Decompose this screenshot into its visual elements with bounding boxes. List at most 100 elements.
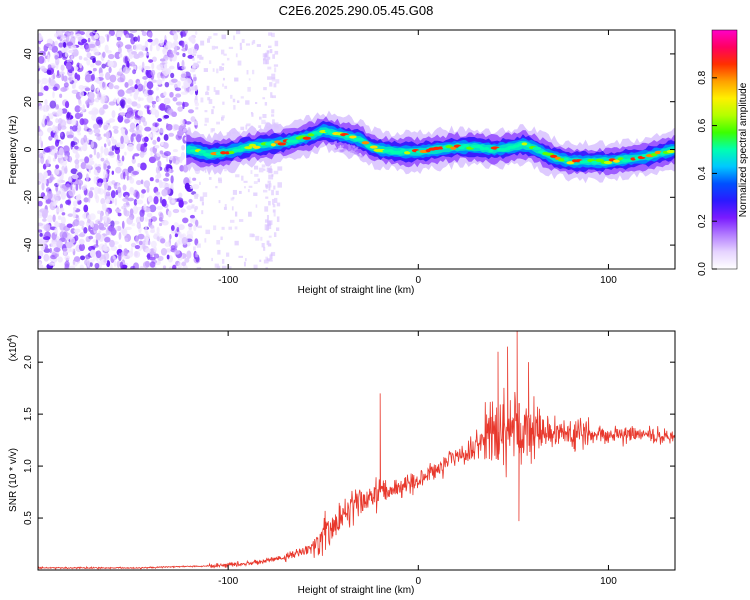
noise-blob <box>170 224 175 231</box>
noise-blob <box>93 128 101 134</box>
faint-scatter <box>220 49 225 55</box>
faint-scatter <box>269 49 273 54</box>
noise-blob <box>134 115 141 120</box>
ridge-peak <box>198 150 206 154</box>
noise-blob <box>80 255 86 261</box>
ridge-peak <box>563 157 569 162</box>
noise-blob <box>55 169 60 175</box>
faint-scatter <box>263 168 266 171</box>
ridge-spill <box>341 149 345 152</box>
faint-scatter <box>265 52 269 58</box>
noise-blob <box>49 173 54 182</box>
noise-blob <box>93 33 99 40</box>
noise-blob <box>182 128 187 133</box>
faint-scatter <box>221 116 224 121</box>
noise-blob <box>43 236 51 241</box>
noise-blob <box>118 252 122 262</box>
noise-blob <box>146 212 153 218</box>
noise-blob <box>117 212 122 217</box>
faint-scatter <box>216 240 221 245</box>
noise-blob <box>122 184 127 191</box>
noise-blob <box>141 189 146 194</box>
noise-blob <box>38 130 43 137</box>
spectrogram-y-ticks: -40 -20 0 20 40 <box>23 48 675 252</box>
noise-blob <box>84 87 91 92</box>
noise-blob <box>147 89 154 96</box>
noise-blob <box>166 123 169 128</box>
noise-blob <box>102 51 106 58</box>
ridge-peak <box>302 136 312 140</box>
noise-blob <box>89 262 93 267</box>
faint-scatter <box>232 189 237 195</box>
noise-blob <box>163 166 170 173</box>
colorbar: 0.0 0.2 0.4 0.6 0.8 Normalized spectral ampl… <box>697 29 749 276</box>
noise-blob <box>151 62 155 70</box>
noise-blob <box>67 213 74 217</box>
noise-blob <box>150 132 155 139</box>
noise-blob <box>124 129 128 136</box>
snr-frame <box>37 330 676 571</box>
noise-blob <box>173 124 180 131</box>
noise-blob <box>143 90 149 98</box>
noise-blob <box>123 30 127 36</box>
noise-blob <box>75 194 80 202</box>
noise-blob <box>146 95 154 103</box>
ridge-peak <box>244 146 253 150</box>
noise-blob <box>90 160 95 165</box>
faint-scatter <box>248 185 253 188</box>
noise-blob <box>118 53 123 58</box>
faint-scatter <box>234 226 238 230</box>
noise-blob <box>60 216 66 225</box>
noise-blob <box>69 155 72 163</box>
noise-blob <box>147 218 152 223</box>
noise-blob <box>47 54 50 63</box>
faint-scatter <box>206 85 210 91</box>
faint-scatter <box>271 114 275 117</box>
noise-blob <box>41 182 45 191</box>
noise-blob <box>54 227 58 235</box>
noise-blob <box>131 222 136 227</box>
noise-blob <box>73 136 78 142</box>
noise-blob <box>65 199 71 205</box>
faint-scatter <box>271 95 276 99</box>
faint-scatter <box>267 243 272 247</box>
faint-scatter <box>246 123 251 127</box>
noise-blob <box>94 262 100 269</box>
noise-blob <box>80 111 84 115</box>
faint-scatter <box>270 92 273 98</box>
noise-blob <box>62 247 68 252</box>
noise-blob <box>152 139 157 145</box>
noise-blob <box>62 145 70 154</box>
faint-scatter <box>238 190 242 194</box>
faint-scatter <box>233 35 236 40</box>
faint-scatter <box>267 56 271 60</box>
noise-blob <box>147 195 153 203</box>
noise-blob <box>133 92 138 100</box>
noise-blob <box>77 132 82 136</box>
noise-blob <box>186 229 194 237</box>
noise-blob <box>38 55 45 64</box>
ridge-spill <box>348 145 351 148</box>
noise-blob <box>146 81 154 89</box>
noise-blob <box>172 264 177 269</box>
noise-blob <box>181 236 188 245</box>
noise-blob <box>172 148 179 153</box>
noise-blob <box>88 129 93 135</box>
noise-blob <box>194 43 199 51</box>
noise-blob <box>43 147 51 153</box>
noise-blob <box>108 118 116 123</box>
faint-scatter <box>247 189 250 193</box>
noise-blob <box>147 38 153 43</box>
noise-blob <box>97 178 104 184</box>
faint-scatter <box>276 227 280 231</box>
y-tick-label: 0 <box>23 146 34 152</box>
noise-blob <box>78 55 83 60</box>
noise-blob <box>55 118 59 124</box>
noise-blob <box>44 99 48 106</box>
noise-blob <box>64 51 68 58</box>
noise-blob <box>121 220 125 230</box>
noise-blob <box>68 265 76 269</box>
noise-blob <box>161 220 169 226</box>
noise-blob <box>88 225 91 232</box>
noise-blob <box>43 195 49 200</box>
